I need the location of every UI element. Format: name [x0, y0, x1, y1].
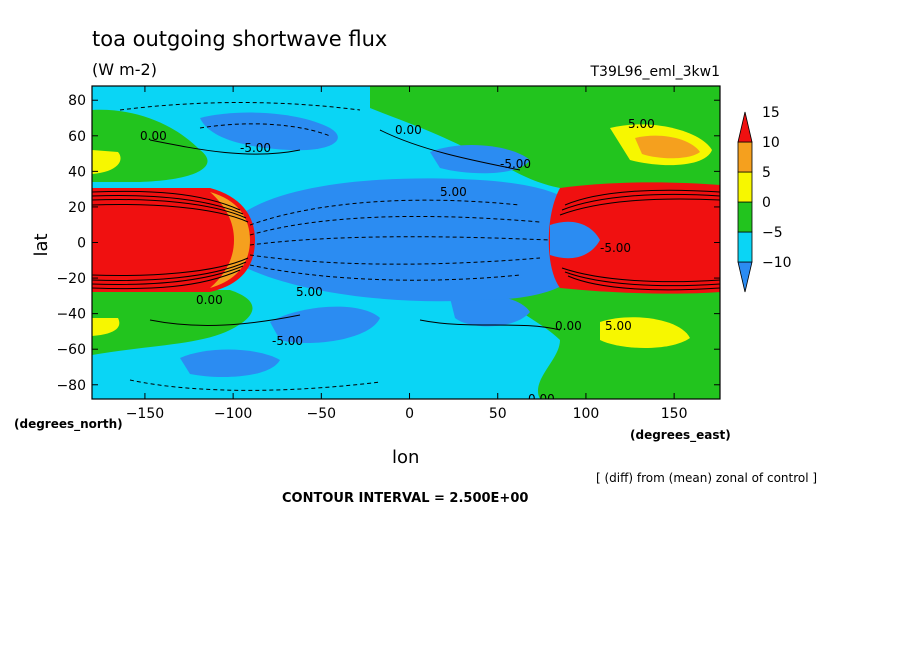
x-tick-label: 50	[489, 406, 507, 422]
region-yellow-se	[600, 317, 690, 348]
region-blue-tropics	[228, 178, 580, 302]
contour-label: 5.00	[296, 285, 323, 299]
colorbar-label: 5	[762, 165, 771, 181]
colorbar-label: 10	[762, 135, 780, 151]
colorbar-swatch	[737, 141, 753, 173]
colorbar: −10 −5 0 5 10 15	[737, 105, 792, 293]
y-axis: −80 −60 −40 −20 0 20 40 60 80	[56, 93, 720, 394]
colorbar-swatch	[737, 171, 753, 203]
region-blue-south-1	[180, 349, 280, 378]
footer-note: [ (diff) from (mean) zonal of control ]	[596, 471, 817, 485]
y-tick-label: 0	[77, 236, 86, 252]
contour-label: 0.00	[196, 293, 223, 307]
colorbar-swatch	[737, 261, 753, 293]
region-red-east	[548, 182, 720, 294]
x-axis: −150 −100 −50 0 50 100 150	[126, 86, 688, 422]
y-tick-label: 40	[68, 164, 86, 180]
colorbar-label: −10	[762, 255, 792, 271]
contour-interval: CONTOUR INTERVAL = 2.500E+00	[282, 491, 528, 506]
y-tick-label: −60	[56, 342, 86, 358]
x-units: (degrees_east)	[630, 428, 731, 443]
y-units: (degrees_north)	[14, 417, 123, 432]
contour-label: -5.00	[240, 141, 271, 155]
y-tick-label: 60	[68, 129, 86, 145]
region-blue-north-2	[430, 145, 530, 174]
contour-label: 0.00	[555, 319, 582, 333]
region-green-nw	[92, 109, 208, 182]
x-axis-label: lon	[392, 447, 419, 468]
chart-title: toa outgoing shortwave flux	[92, 27, 387, 51]
region-green-sw	[92, 290, 253, 355]
x-tick-label: 100	[573, 406, 600, 422]
colorbar-swatch	[737, 201, 753, 233]
region-yellow-sw	[92, 318, 120, 336]
y-tick-label: 80	[68, 93, 86, 109]
contour-labels: 0.00 -5.00 0.00 5.00 -5.00 5.00 -5.00 5.…	[140, 117, 655, 406]
x-tick-label: −150	[126, 406, 164, 422]
contour-label: 0.00	[140, 129, 167, 143]
colorbar-label: 15	[762, 105, 780, 121]
x-tick-label: −50	[307, 406, 337, 422]
colorbar-label: −5	[762, 225, 783, 241]
y-tick-label: 20	[68, 200, 86, 216]
x-tick-label: 150	[661, 406, 688, 422]
contour-label: 0.00	[528, 392, 555, 406]
colorbar-label: 0	[762, 195, 771, 211]
contour-label: -5.00	[272, 334, 303, 348]
region-blue-east-core	[550, 221, 600, 259]
colorbar-swatch	[737, 111, 753, 143]
region-blue-south-3	[450, 294, 530, 327]
region-yellow-nw	[92, 150, 121, 174]
run-label: T39L96_eml_3kw1	[590, 64, 721, 80]
contour-label: 0.00	[395, 123, 422, 137]
colorbar-swatch	[737, 231, 753, 263]
contour-label: 5.00	[605, 319, 632, 333]
y-tick-label: −80	[56, 378, 86, 394]
contour-field: 0.00 -5.00 0.00 5.00 -5.00 5.00 -5.00 5.…	[92, 86, 720, 406]
y-tick-label: −20	[56, 271, 86, 287]
x-tick-label: −100	[214, 406, 252, 422]
contour-label: 5.00	[440, 185, 467, 199]
region-red-west	[92, 188, 255, 292]
contour-label: -5.00	[600, 241, 631, 255]
contour-label: -5.00	[500, 157, 531, 171]
region-blue-north	[200, 112, 338, 151]
contour-lines	[92, 129, 720, 331]
region-orange-ne	[635, 135, 700, 159]
chart-units: (W m-2)	[92, 60, 157, 79]
x-tick-label: 0	[405, 406, 414, 422]
contour-label: 5.00	[628, 117, 655, 131]
negative-contours	[119, 102, 551, 391]
y-tick-label: −40	[56, 307, 86, 323]
y-axis-label: lat	[31, 233, 52, 256]
